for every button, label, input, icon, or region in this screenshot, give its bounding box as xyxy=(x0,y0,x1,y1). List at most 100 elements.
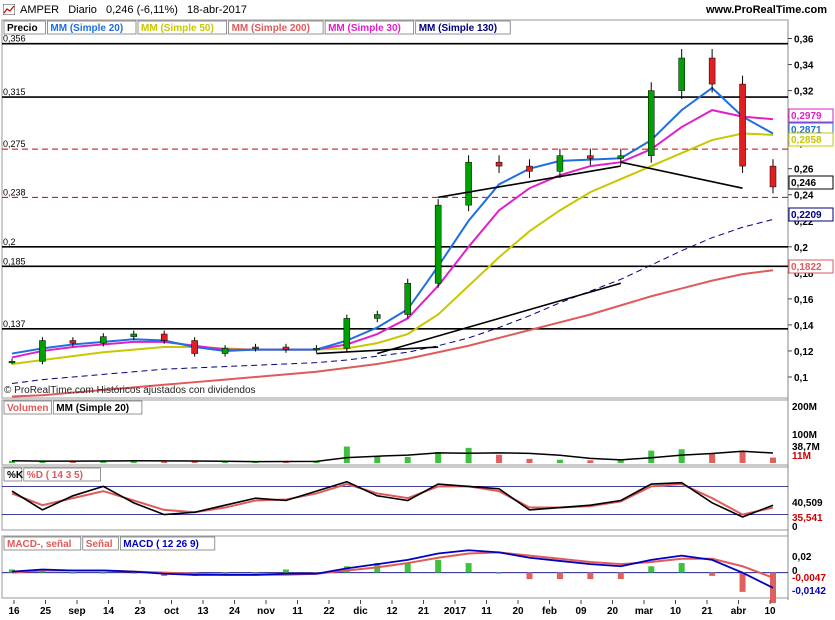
vol-tick-label: 11M xyxy=(792,451,811,462)
stoch-tick-label: 35,541 xyxy=(792,513,823,524)
volume-bar xyxy=(526,458,533,463)
volume-bar xyxy=(587,460,594,463)
x-tick-label: 11 xyxy=(292,606,303,617)
volume-bar xyxy=(161,461,168,463)
x-tick-label: 10 xyxy=(670,606,682,617)
price-tick-label: 0,12 xyxy=(794,347,814,358)
price-tick-label: 0,34 xyxy=(794,61,814,72)
level-label: 0,275 xyxy=(3,139,26,149)
candle-body xyxy=(39,340,46,362)
macd-line xyxy=(11,549,774,589)
stoch-legend-1: %D ( 14 3 5) xyxy=(27,470,83,481)
price-legend-4: MM (Simple 30) xyxy=(328,23,401,34)
macd-hist-bar xyxy=(465,563,472,573)
candle-body xyxy=(282,346,290,350)
candle-body xyxy=(526,165,533,172)
macd-hist-bar xyxy=(130,572,137,574)
macd-hist-bar xyxy=(526,572,533,580)
level-label: 0,2 xyxy=(3,237,16,247)
candle-body xyxy=(678,57,685,91)
candle-body xyxy=(708,57,716,85)
candle-body xyxy=(191,340,198,354)
macd-tick-label: 0,02 xyxy=(792,552,812,563)
value-badge-0: 0,2979 xyxy=(791,111,822,122)
site-link[interactable]: www.ProRealTime.com xyxy=(705,4,827,16)
price-legend-5: MM (Simple 130) xyxy=(419,23,497,34)
price-tick-label: 0,26 xyxy=(794,165,814,176)
candle-body xyxy=(69,340,77,344)
candle-body xyxy=(100,336,107,344)
candle-body xyxy=(617,155,625,159)
x-tick-label: 24 xyxy=(229,606,241,617)
vol-tick-label: 200M xyxy=(792,402,817,413)
level-label: 0,356 xyxy=(3,34,26,44)
price-tick-label: 0,32 xyxy=(794,87,814,98)
macd-tick-label: -0,0047 xyxy=(792,573,826,584)
volume-bar xyxy=(9,460,15,463)
macd-tick-label: 0 xyxy=(792,566,798,577)
panel-macd xyxy=(1,535,789,599)
volume-ma-line xyxy=(11,450,774,463)
macd-legend-0: MACD-, señal xyxy=(7,539,72,550)
x-tick-label: feb xyxy=(542,606,557,617)
volume-bar xyxy=(69,461,76,463)
stoch-legend-box xyxy=(23,467,101,482)
candle-body xyxy=(313,348,320,351)
volume-bar xyxy=(648,450,655,463)
sma30-line xyxy=(11,109,774,359)
volume-bar xyxy=(100,460,107,463)
x-tick-label: 21 xyxy=(418,606,430,617)
price-tick-label: 0,24 xyxy=(794,191,814,202)
candle-body xyxy=(587,155,594,159)
watermark: © ProRealTime.com Históricos ajustados c… xyxy=(4,385,256,396)
candle-body xyxy=(8,361,16,364)
volume-bar xyxy=(343,446,350,463)
vol-legend-0: Volumen xyxy=(7,403,48,414)
macd-hist-bar xyxy=(404,563,411,573)
vol-legend-box xyxy=(3,400,52,415)
candle-body xyxy=(739,83,746,167)
stoch-k-line xyxy=(11,480,774,518)
price-legend-box xyxy=(47,20,137,35)
candle-body xyxy=(556,155,564,172)
sma20-line xyxy=(11,86,774,355)
x-tick-label: 13 xyxy=(197,606,209,617)
value-badge-5: 0,1822 xyxy=(791,262,822,273)
x-tick-label: 10 xyxy=(764,606,776,617)
vol-legend-box xyxy=(52,400,143,415)
volume-bar xyxy=(709,453,716,463)
macd-hist-bar xyxy=(587,572,594,580)
macd-hist-bar xyxy=(100,572,107,574)
x-tick-label: 2017 xyxy=(444,606,467,617)
volume-bar xyxy=(374,456,381,463)
macd-hist-bar xyxy=(678,563,685,573)
macd-legend-1: Señal xyxy=(86,539,113,550)
value-badge-box xyxy=(788,175,834,190)
stoch-tick-label: 40,509 xyxy=(792,498,823,509)
level-label: 0,315 xyxy=(3,87,26,97)
macd-hist-bar xyxy=(222,572,229,574)
price-tick-label: 0,18 xyxy=(794,269,814,280)
x-tick-label: nov xyxy=(257,606,275,617)
volume-bar xyxy=(130,460,137,463)
chart-icon xyxy=(3,4,15,15)
vol-tick-label: 38,7M xyxy=(792,442,820,453)
value-badge-box xyxy=(788,132,834,147)
x-tick-label: 21 xyxy=(701,606,713,617)
header-info: AMPER Diario 0,246 (-6,11%) 18-abr-2017 xyxy=(20,4,247,16)
volume-bar xyxy=(496,454,503,463)
value-badge-box xyxy=(788,108,834,123)
x-tick-label: 25 xyxy=(40,606,52,617)
value-badge-3: 0,246 xyxy=(791,178,816,189)
price-legend-box xyxy=(324,20,415,35)
level-label: 0,137 xyxy=(3,319,26,329)
sma130-line xyxy=(11,218,774,384)
vol-tick-label: 100M xyxy=(792,430,817,441)
macd-hist-bar xyxy=(69,572,76,574)
volume-bar xyxy=(404,456,411,463)
trend-line xyxy=(620,161,743,190)
macd-hist-bar xyxy=(770,572,776,604)
candle-body xyxy=(647,90,655,156)
x-tick-label: 12 xyxy=(386,606,398,617)
